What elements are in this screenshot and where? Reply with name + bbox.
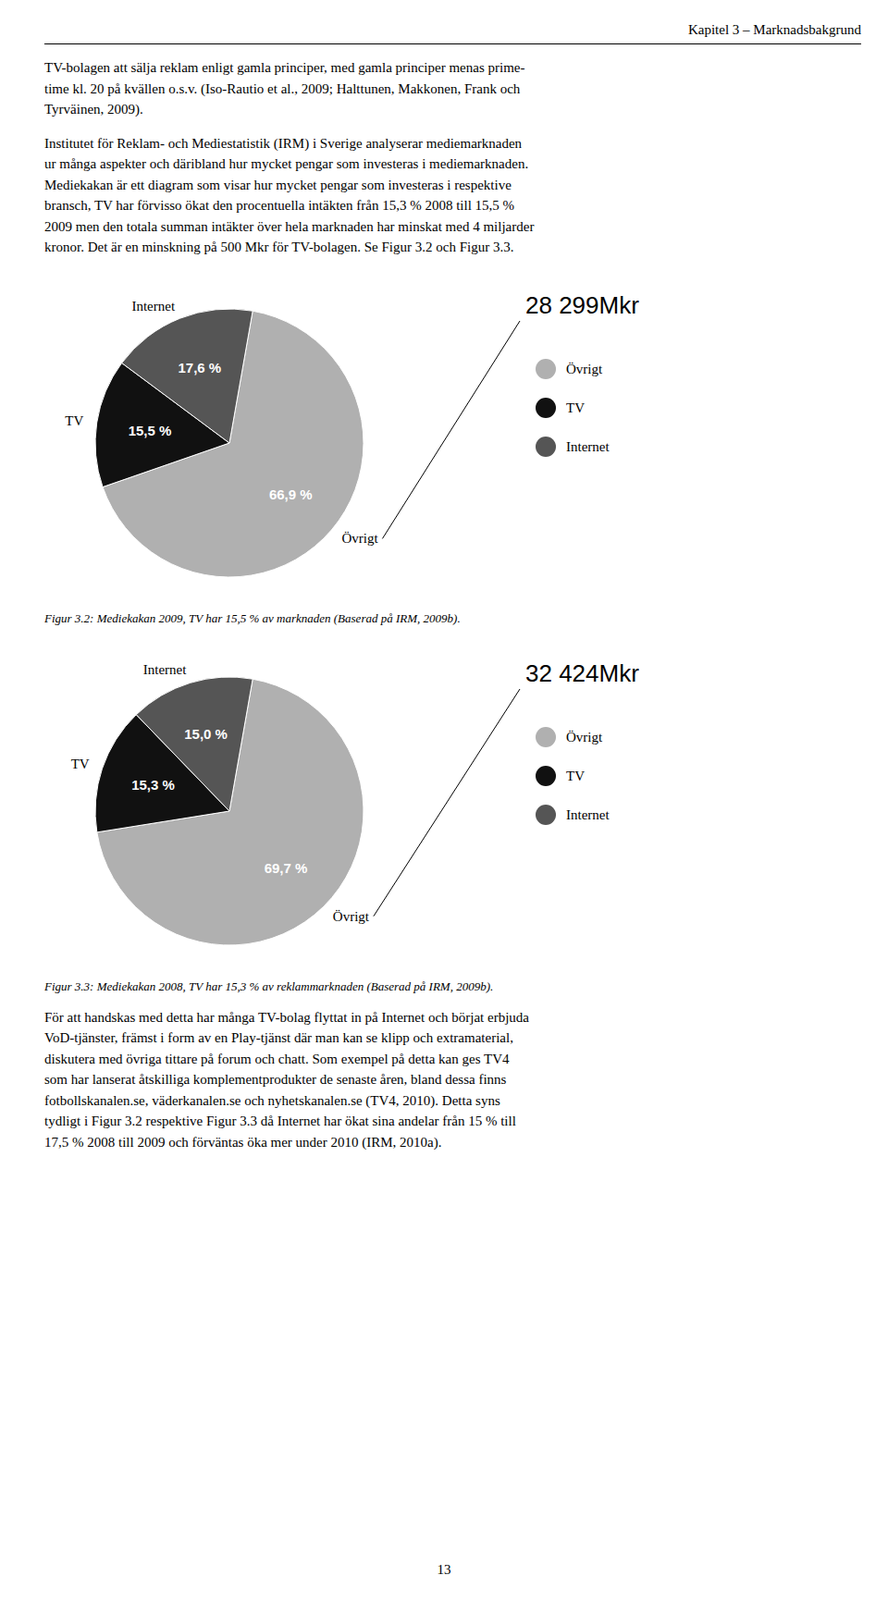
page-number: 13 [0,1562,888,1579]
figure-caption: Figur 3.3: Mediekakan 2008, TV har 15,3 … [44,979,862,995]
slice-label: Övrigt [333,908,370,924]
slice-label: Internet [131,297,175,313]
legend-label: Internet [566,439,610,455]
slice-label: TV [71,756,90,772]
legend-swatch [535,397,556,419]
pie-slice [122,308,254,444]
legend-label: Övrigt [566,361,604,377]
legend-swatch [535,436,556,457]
body-text: För att handskas med detta har många TV-… [44,1007,862,1154]
leader-line [382,320,520,539]
leader-line [373,689,520,917]
slice-label: TV [64,412,84,428]
legend-label: TV [566,400,585,416]
pie-chart: 66,9 % Övrigt 15,5 % TV 17,6 % Internet 28 299… [44,267,840,610]
pie-chart: 69,7 % Övrigt 15,3 % TV 15,0 % Internet 32 424… [44,635,840,978]
data-label: 69,7 % [264,860,309,876]
data-label: 17,6 % [178,359,222,376]
data-label: 15,0 % [184,725,228,741]
body-text: Institutet för Reklam- och Mediestatisti… [44,133,862,259]
legend-swatch [535,765,556,787]
body-text: TV-bolagen att sälja reklam enligt gamla… [44,57,862,121]
figure: 66,9 % Övrigt 15,5 % TV 17,6 % Internet 28 299… [44,267,862,627]
data-label: 15,3 % [131,777,175,793]
figure-caption: Figur 3.2: Mediekakan 2009, TV har 15,5 … [44,611,862,627]
legend-swatch [535,727,556,748]
figure: 69,7 % Övrigt 15,3 % TV 15,0 % Internet 32 424… [44,635,862,995]
chart-title: 32 424Mkr [525,659,640,688]
legend-label: TV [566,768,585,784]
page-header: Kapitel 3 – Marknadsbakgrund [44,22,862,45]
chart-title: 28 299Mkr [525,291,640,320]
data-label: 66,9 % [269,486,313,503]
slice-label: Övrigt [341,530,379,546]
slice-label: Internet [143,662,187,678]
legend-label: Internet [566,807,610,823]
legend-swatch [535,358,556,380]
legend-label: Övrigt [566,729,604,745]
data-label: 15,5 % [128,421,173,438]
legend-swatch [535,804,556,826]
